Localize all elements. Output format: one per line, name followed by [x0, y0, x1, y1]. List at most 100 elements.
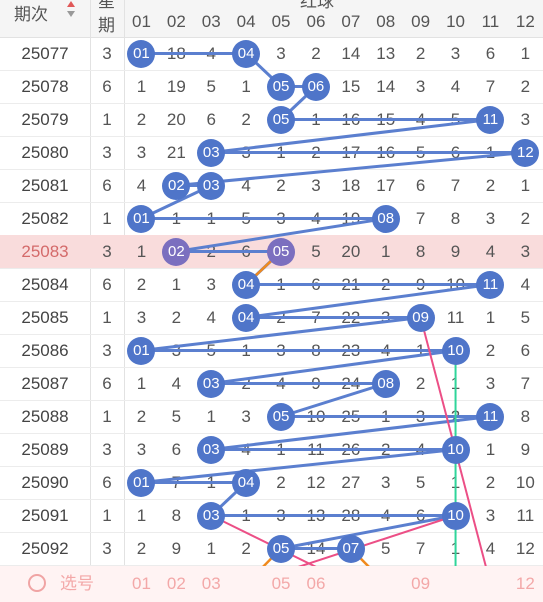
- table-row[interactable]: 25090 6 7 1 2 12 27 3 5 1 2 10: [0, 466, 543, 500]
- miss-count: 1: [136, 374, 147, 393]
- miss-count: 8: [520, 407, 531, 426]
- column-number-08: 08: [376, 12, 396, 31]
- column-number-05: 05: [271, 12, 291, 31]
- miss-count: 3: [206, 275, 216, 294]
- ball-05[interactable]: 05: [267, 72, 296, 101]
- select-number-02[interactable]: 02: [166, 574, 186, 593]
- ball-11[interactable]: 11: [476, 270, 505, 299]
- miss-count: 4: [485, 539, 496, 558]
- miss-count: 2: [136, 539, 147, 558]
- ball-03[interactable]: 03: [197, 501, 226, 530]
- table-row[interactable]: 25078 6 1 19 5 1 15 14 3 4 7 2: [0, 70, 543, 104]
- miss-count: 5: [415, 143, 426, 162]
- ball-11[interactable]: 11: [476, 402, 505, 431]
- select-number-12[interactable]: 12: [515, 574, 535, 593]
- ball-04[interactable]: 04: [232, 39, 261, 68]
- select-label[interactable]: 选号: [60, 574, 94, 593]
- ball-08[interactable]: 08: [371, 369, 400, 398]
- miss-count: 4: [311, 209, 321, 228]
- column-number-07: 07: [341, 12, 361, 31]
- ball-09[interactable]: 09: [406, 303, 435, 332]
- ball-07[interactable]: 07: [336, 534, 365, 563]
- ball-10[interactable]: 10: [441, 336, 470, 365]
- select-number-03[interactable]: 03: [201, 574, 221, 593]
- miss-count: 7: [520, 374, 531, 393]
- ball-04[interactable]: 04: [232, 468, 261, 497]
- ball-01[interactable]: 01: [127, 336, 156, 365]
- ball-02[interactable]: 02: [162, 237, 191, 266]
- issue-header[interactable]: 期次: [14, 5, 48, 24]
- ball-03[interactable]: 03: [197, 435, 226, 464]
- period-value: 3: [102, 44, 112, 63]
- period-value: 6: [102, 176, 112, 195]
- table-header: 期次 星 期 红球 01 02 03 04 05 06 07 08 09 10 11 12: [0, 0, 543, 38]
- miss-count: 1: [206, 473, 216, 492]
- ball-12[interactable]: 12: [511, 138, 540, 167]
- ball-03[interactable]: 03: [197, 138, 226, 167]
- select-number-09[interactable]: 09: [411, 574, 431, 593]
- issue-number: 25077: [21, 44, 69, 63]
- table-row[interactable]: 25082 1 1 1 5 3 4 19 7 8 3 2: [0, 202, 543, 236]
- ball-08[interactable]: 08: [371, 204, 400, 233]
- miss-count: 1: [485, 440, 496, 459]
- miss-count: 1: [485, 143, 496, 162]
- miss-count: 2: [520, 77, 531, 96]
- select-number-05[interactable]: 05: [271, 574, 291, 593]
- miss-count: 1: [485, 308, 496, 327]
- select-number-01[interactable]: 01: [131, 574, 151, 593]
- miss-count: 3: [276, 44, 286, 63]
- ball-05[interactable]: 05: [267, 237, 296, 266]
- miss-count: 1: [276, 143, 286, 162]
- table-row[interactable]: 25080 3 3 21 3 1 2 17 16 5 6 1: [0, 136, 543, 170]
- select-circle-icon[interactable]: [28, 574, 46, 592]
- ball-03[interactable]: 03: [197, 171, 226, 200]
- miss-count: 3: [276, 506, 286, 525]
- miss-count: 6: [485, 44, 496, 63]
- miss-count: 5: [241, 209, 251, 228]
- miss-count: 7: [450, 176, 461, 195]
- miss-count: 5: [311, 242, 321, 261]
- select-number-06[interactable]: 06: [306, 574, 326, 593]
- ball-10[interactable]: 10: [441, 501, 470, 530]
- ball-04[interactable]: 04: [232, 270, 261, 299]
- ball-01[interactable]: 01: [127, 204, 156, 233]
- miss-count: 1: [381, 407, 391, 426]
- ball-03[interactable]: 03: [197, 369, 226, 398]
- miss-count: 23: [341, 341, 361, 360]
- miss-count: 13: [376, 44, 396, 63]
- ball-04[interactable]: 04: [232, 303, 261, 332]
- miss-count: 2: [311, 44, 321, 63]
- miss-count: 3: [415, 77, 426, 96]
- miss-count: 1: [241, 77, 251, 96]
- table-row[interactable]: 25085 1 3 2 4 2 7 22 3 11 1 5: [0, 301, 543, 335]
- table-row[interactable]: 25077 3 18 4 3 2 14 13 2 3 6 1: [0, 37, 543, 71]
- sort-icon[interactable]: [66, 0, 76, 20]
- ball-01[interactable]: 01: [127, 39, 156, 68]
- group-header: 红球: [300, 0, 334, 11]
- miss-count: 17: [376, 176, 396, 195]
- miss-count: 2: [241, 110, 251, 129]
- ball-06[interactable]: 06: [301, 72, 330, 101]
- period-value: 3: [102, 440, 112, 459]
- miss-count: 1: [276, 275, 286, 294]
- miss-count: 1: [450, 539, 461, 558]
- ball-10[interactable]: 10: [441, 435, 470, 464]
- miss-count: 6: [241, 242, 251, 261]
- ball-11[interactable]: 11: [476, 105, 505, 134]
- table-row[interactable]: 25087 6 1 4 2 4 9 24 2 1 3 7: [0, 367, 543, 401]
- ball-05[interactable]: 05: [267, 402, 296, 431]
- ball-05[interactable]: 05: [267, 105, 296, 134]
- issue-number: 25078: [21, 77, 69, 96]
- miss-count: 3: [485, 209, 496, 228]
- issue-number: 25085: [21, 308, 69, 327]
- period-value: 1: [102, 407, 112, 426]
- table-row[interactable]: 25081 6 4 4 2 3 18 17 6 7 2 1: [0, 169, 543, 203]
- ball-02[interactable]: 02: [162, 171, 191, 200]
- miss-count: 6: [520, 341, 531, 360]
- miss-count: 1: [241, 341, 251, 360]
- ball-05[interactable]: 05: [267, 534, 296, 563]
- miss-count: 3: [276, 209, 286, 228]
- ball-01[interactable]: 01: [127, 468, 156, 497]
- miss-count: 4: [485, 242, 496, 261]
- table-row[interactable]: 25084 6 2 1 3 1 6 21 2 9 10 4: [0, 268, 543, 302]
